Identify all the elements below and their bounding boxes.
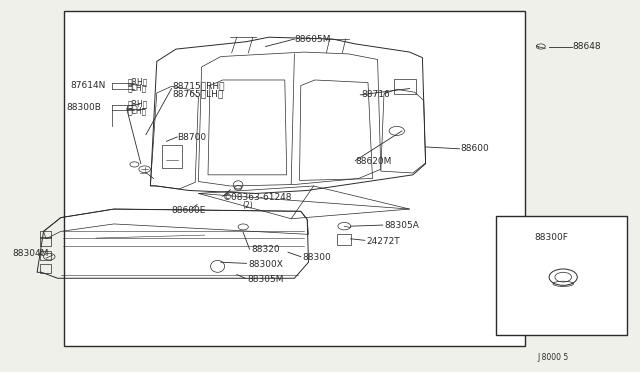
Text: 88648: 88648 [573, 42, 602, 51]
Bar [394, 79, 416, 94]
Bar [40, 237, 51, 246]
Text: 〈RH〉: 〈RH〉 [128, 100, 148, 109]
Text: 88300: 88300 [302, 253, 331, 262]
Text: 88620M: 88620M [355, 157, 392, 166]
Bar [40, 251, 51, 260]
Text: 87614N: 87614N [70, 81, 106, 90]
Bar [496, 216, 627, 335]
Text: B8700: B8700 [177, 133, 207, 142]
Text: 88300X: 88300X [248, 260, 283, 269]
Bar [64, 11, 525, 346]
Text: (2): (2) [242, 201, 253, 210]
Text: 88765〈LH〉: 88765〈LH〉 [173, 89, 224, 98]
Text: 〈LH〉: 〈LH〉 [128, 84, 147, 93]
Text: J 8000 5: J 8000 5 [538, 353, 569, 362]
Text: 88320: 88320 [252, 246, 280, 254]
Text: 〈LH〉: 〈LH〉 [128, 106, 147, 115]
Text: 88600: 88600 [461, 144, 490, 153]
Text: 88716: 88716 [362, 90, 390, 99]
Text: 88715〈RH〉: 88715〈RH〉 [173, 81, 225, 90]
Bar [162, 145, 182, 168]
Text: 88305A: 88305A [384, 221, 419, 230]
Text: 88305M: 88305M [247, 275, 284, 284]
Text: 88300F: 88300F [534, 233, 568, 242]
Text: 24272T: 24272T [366, 237, 400, 246]
Text: 88605M: 88605M [294, 35, 331, 44]
Text: ©08363-61248: ©08363-61248 [223, 193, 292, 202]
Bar [337, 234, 351, 245]
Bar [40, 264, 51, 273]
Bar [40, 231, 51, 238]
Text: 88304M: 88304M [13, 249, 49, 258]
Text: 〈RH〉: 〈RH〉 [128, 77, 148, 86]
Text: 88600E: 88600E [172, 206, 206, 215]
Text: 88300B: 88300B [66, 103, 100, 112]
